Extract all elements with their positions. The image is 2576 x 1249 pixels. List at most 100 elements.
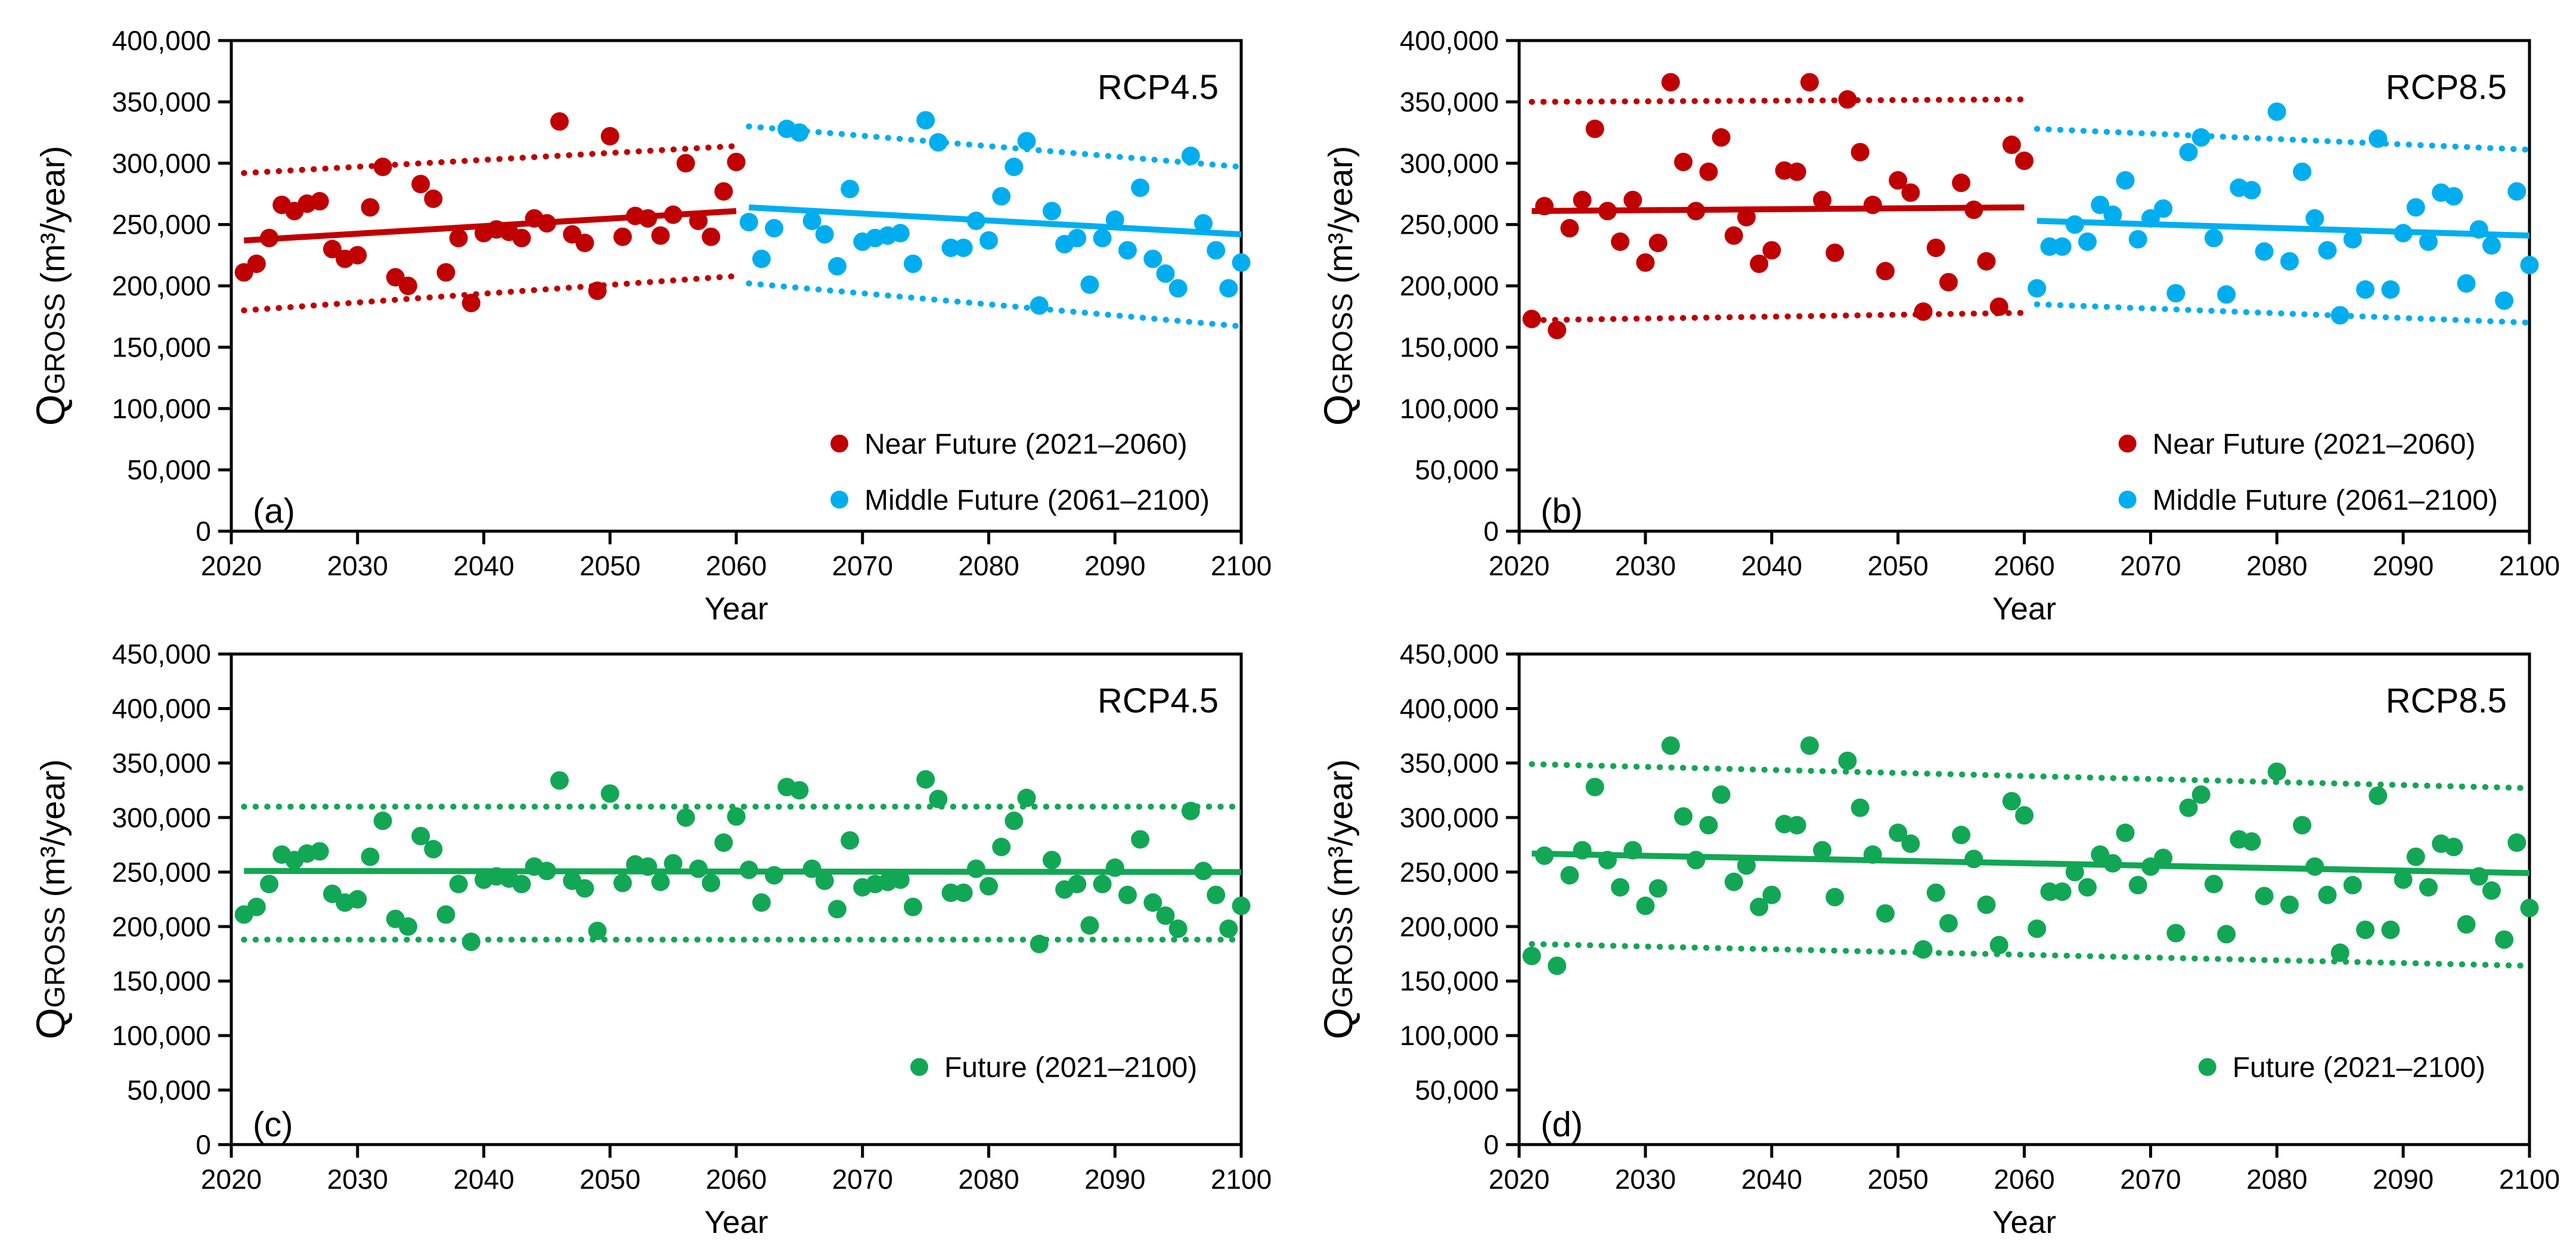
data-point (841, 179, 860, 199)
data-point (2305, 209, 2324, 228)
scenario-label: RCP4.5 (1098, 681, 1219, 720)
y-tick-label: 250,000 (1400, 857, 1499, 888)
data-point (2002, 135, 2021, 154)
confidence-band-lower (241, 273, 739, 314)
data-point (2154, 848, 2173, 867)
x-tick-label: 2090 (2373, 1164, 2434, 1195)
data-point (2318, 885, 2337, 904)
data-point (2128, 876, 2147, 895)
data-point (916, 111, 935, 130)
data-point (992, 838, 1011, 857)
data-point (2280, 895, 2299, 915)
confidence-band-lower (746, 280, 1244, 330)
legend-item-label: Future (2021–2100) (944, 1052, 1197, 1084)
data-point (575, 879, 594, 898)
data-point (1219, 919, 1238, 938)
data-point (1168, 279, 1188, 298)
y-axis-title: QGROSS (m³/year) (28, 146, 73, 426)
data-point (1952, 826, 1971, 845)
legend-item-label: Middle Future (2061–2100) (2153, 485, 2498, 516)
data-point (1068, 228, 1087, 247)
data-point (1156, 264, 1175, 283)
data-point (1080, 275, 1099, 294)
data-point (1042, 851, 1061, 870)
data-point (2078, 878, 2097, 897)
data-point (1585, 777, 1604, 796)
data-point (1548, 321, 1567, 340)
data-point (1017, 132, 1036, 151)
data-point (1737, 856, 1756, 875)
data-point (929, 133, 948, 152)
scenario-label: RCP4.5 (1098, 68, 1219, 107)
x-tick-label: 2080 (958, 550, 1019, 581)
data-point (2520, 256, 2539, 275)
data-point (424, 839, 443, 859)
data-point (651, 872, 670, 891)
data-point (2482, 881, 2501, 900)
data-point (651, 226, 670, 245)
x-tick-label: 2090 (2373, 550, 2434, 581)
legend: Future (2021–2100) (2198, 1052, 2485, 1084)
data-point (903, 897, 922, 916)
data-point (2103, 854, 2122, 873)
data-point (727, 153, 746, 172)
data-point (537, 214, 556, 233)
x-tick-label: 2030 (327, 550, 388, 581)
data-point (550, 112, 569, 131)
data-point (1030, 296, 1049, 315)
data-point (2406, 847, 2425, 866)
data-point (2293, 816, 2312, 835)
data-point (1762, 241, 1781, 260)
data-point (2217, 925, 2236, 944)
data-point (1093, 875, 1112, 894)
data-point (1207, 885, 1226, 904)
x-tick-label: 2100 (2499, 550, 2560, 581)
x-tick-label: 2100 (2499, 1164, 2560, 1195)
data-point (1181, 801, 1200, 820)
x-tick-label: 2070 (2120, 1164, 2181, 1195)
data-point (2482, 236, 2501, 255)
data-point (1522, 309, 1541, 328)
data-point (1219, 279, 1238, 298)
data-point (954, 883, 973, 902)
data-point (512, 875, 531, 894)
data-point (2242, 832, 2261, 851)
trend-line (2036, 218, 2530, 239)
data-point (247, 897, 266, 916)
data-point (2419, 232, 2438, 251)
data-point (979, 876, 998, 896)
data-point (1825, 888, 1845, 907)
x-axis-title: Year (1992, 1205, 2056, 1240)
y-tick-label: 300,000 (1400, 148, 1499, 179)
data-point (2343, 876, 2362, 895)
confidence-band-lower (1529, 941, 2532, 969)
y-tick-label: 50,000 (1415, 1075, 1499, 1106)
data-point (2204, 875, 2223, 894)
x-tick-label: 2030 (1615, 1164, 1676, 1195)
y-tick-label: 200,000 (112, 271, 211, 302)
data-point (1989, 935, 2008, 954)
data-point (2053, 882, 2072, 901)
data-point (2406, 198, 2425, 217)
data-point (1952, 173, 1971, 193)
x-tick-label: 2020 (201, 1164, 262, 1195)
data-point (2293, 162, 2312, 181)
y-tick-label: 200,000 (1400, 271, 1499, 302)
y-tick-label: 0 (1484, 1129, 1499, 1160)
confidence-band-upper (1529, 761, 2532, 791)
y-tick-label: 100,000 (1400, 393, 1499, 424)
legend-marker (830, 491, 848, 509)
y-tick-label: 350,000 (112, 748, 211, 779)
data-point (310, 192, 329, 211)
data-point (613, 873, 632, 892)
data-point (664, 205, 683, 224)
data-point (941, 238, 960, 258)
x-tick-label: 2040 (453, 1164, 514, 1195)
x-tick-label: 2050 (579, 1164, 640, 1195)
data-point (2028, 279, 2047, 298)
data-point (1737, 207, 1756, 227)
data-point (765, 866, 784, 885)
data-point (2469, 867, 2488, 886)
data-point (310, 842, 329, 861)
data-point (449, 875, 468, 894)
